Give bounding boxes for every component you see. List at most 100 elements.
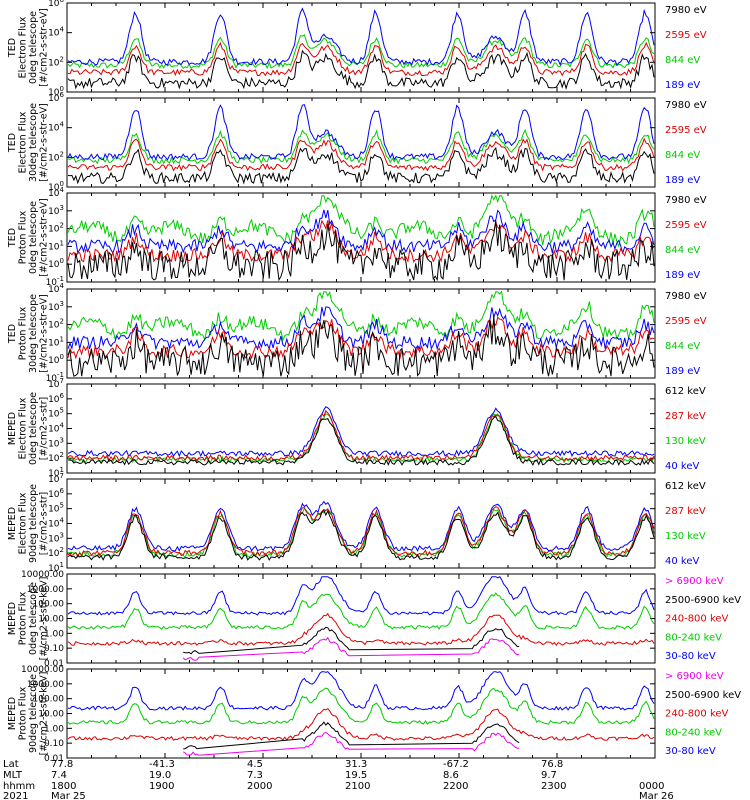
series-trace (183, 721, 520, 750)
legend-label: 40 keV (665, 461, 699, 472)
x-tick-label-lat: 77.8 (51, 759, 73, 770)
series-trace (67, 412, 655, 464)
x-tick-label-mlt: 8.6 (443, 770, 459, 781)
x-tick-label-hhmm: 2100 (345, 781, 370, 792)
series-trace (67, 104, 655, 161)
y-tick-label: 106 (48, 487, 64, 500)
y-axis-label: MEPEDElectron Flux90deg telescope[#/cm2-… (7, 484, 50, 563)
x-tick-label-lat: 4.5 (247, 759, 263, 770)
series-trace (67, 509, 655, 561)
legend-label: > 6900 keV (665, 671, 724, 682)
series-trace (67, 41, 655, 77)
legend-label: 844 eV (665, 341, 700, 352)
y-tick-label: 102 (48, 222, 64, 235)
legend-label: 130 keV (665, 436, 706, 447)
y-tick-label: 0.01 (44, 754, 64, 764)
x-tick-label-hhmm: 2200 (443, 781, 468, 792)
series-trace (182, 731, 520, 756)
series-trace (67, 415, 655, 467)
legend-label: 7980 eV (665, 195, 707, 206)
y-tick-label: 10000.00 (21, 665, 64, 675)
y-axis-label: MEPEDProton Flux0deg telescope[#/cm2-s-s… (7, 577, 50, 661)
x-row-label: Lat (3, 759, 19, 770)
y-tick-label: 102 (48, 546, 64, 559)
panel-7: 0.01 0.10 1.00 10.00 100.00 1000.00 10000.00ME… (7, 570, 741, 669)
x-row-label: hhmm (3, 781, 35, 792)
legend-label: 80-240 keV (665, 632, 722, 643)
y-tick-label: 101 (48, 335, 64, 348)
series-trace (67, 128, 655, 165)
x-tick-label-date: Mar 26 (639, 791, 674, 800)
y-tick-label: 105 (48, 502, 64, 515)
legend-label: 40 keV (665, 556, 699, 567)
x-tick-label-lat: 31.3 (345, 759, 367, 770)
legend-label: 844 eV (665, 245, 700, 256)
legend-label: 612 keV (665, 386, 706, 397)
y-tick-label: 102 (48, 55, 64, 68)
legend-label: 130 keV (665, 531, 706, 542)
x-tick-label-mlt: 19.0 (149, 770, 171, 781)
panel-frame (66, 2, 656, 93)
x-tick-label-mlt: 7.3 (247, 770, 263, 781)
series-trace (67, 7, 655, 67)
legend-label: 7980 eV (665, 100, 707, 111)
y-tick-label: 0.10 (44, 739, 64, 749)
x-tick-label-mlt: 9.7 (541, 770, 557, 781)
y-tick-label: 100.00 (33, 695, 65, 705)
panel-frame (66, 97, 656, 188)
series-trace (67, 612, 655, 647)
legend-label: 7980 eV (665, 291, 707, 302)
y-tick-label: 106 (48, 392, 64, 405)
y-axis-label: TEDProton Flux0deg telescope[#/cm2-s-str… (7, 198, 50, 277)
y-tick-label: 104 (48, 422, 64, 435)
y-tick-label: 10.00 (38, 710, 64, 720)
x-tick-label-mlt: 19.5 (345, 770, 367, 781)
y-axis-label: MEPEDElectron Flux0deg telescope[#/cm2-s… (7, 392, 50, 465)
series-trace (67, 137, 655, 172)
y-tick-label: 102 (48, 318, 64, 331)
y-tick-label: 1000.00 (27, 680, 64, 690)
series-trace (67, 507, 655, 559)
y-tick-label: 103 (48, 531, 64, 544)
y-tick-label: 104 (48, 26, 64, 39)
y-tick-label: 102 (48, 150, 64, 163)
series-trace (183, 626, 520, 655)
legend-label: 30-80 keV (665, 746, 716, 757)
x-row-label: 2021 (3, 791, 28, 800)
x-tick-label-hhmm: 2000 (247, 781, 272, 792)
y-tick-label: 105 (48, 407, 64, 420)
legend-label: 612 keV (665, 481, 706, 492)
legend-label: 80-240 keV (665, 727, 722, 738)
x-tick-label-hhmm: 1900 (149, 781, 174, 792)
x-tick-label-hhmm: 1800 (51, 781, 76, 792)
x-tick-label-mlt: 7.4 (51, 770, 67, 781)
legend-label: 189 eV (665, 366, 700, 377)
series-trace (67, 220, 655, 282)
legend-label: > 6900 keV (665, 576, 724, 587)
series-trace (67, 409, 655, 462)
legend-label: 844 eV (665, 55, 700, 66)
y-axis-label: TEDProton Flux30deg telescope[#/cm2-s-st… (7, 294, 50, 373)
y-axis-label: TEDElectron Flux0deg telescope[#/cm2-s-s… (7, 8, 50, 87)
legend-label: 189 eV (665, 175, 700, 186)
panel-8: 0.01 0.10 1.00 10.00 100.00 1000.00 10000.00ME… (7, 665, 741, 764)
legend-label: 30-80 keV (665, 651, 716, 662)
y-tick-label: 1.00 (44, 629, 64, 639)
x-tick-label-date: Mar 25 (51, 791, 86, 800)
y-tick-label: 0.10 (44, 644, 64, 654)
legend-label: 240-800 keV (665, 614, 729, 625)
series-trace (182, 636, 520, 661)
legend-label: 287 keV (665, 506, 706, 517)
series-trace (67, 34, 655, 70)
y-tick-label: 100.00 (33, 600, 65, 610)
x-row-label: MLT (3, 770, 23, 781)
series-trace (67, 209, 655, 255)
y-axis-label: TEDElectron Flux30deg telescope[#/cm2-s-… (7, 103, 50, 182)
series-trace (67, 290, 655, 342)
series-trace (67, 576, 655, 616)
